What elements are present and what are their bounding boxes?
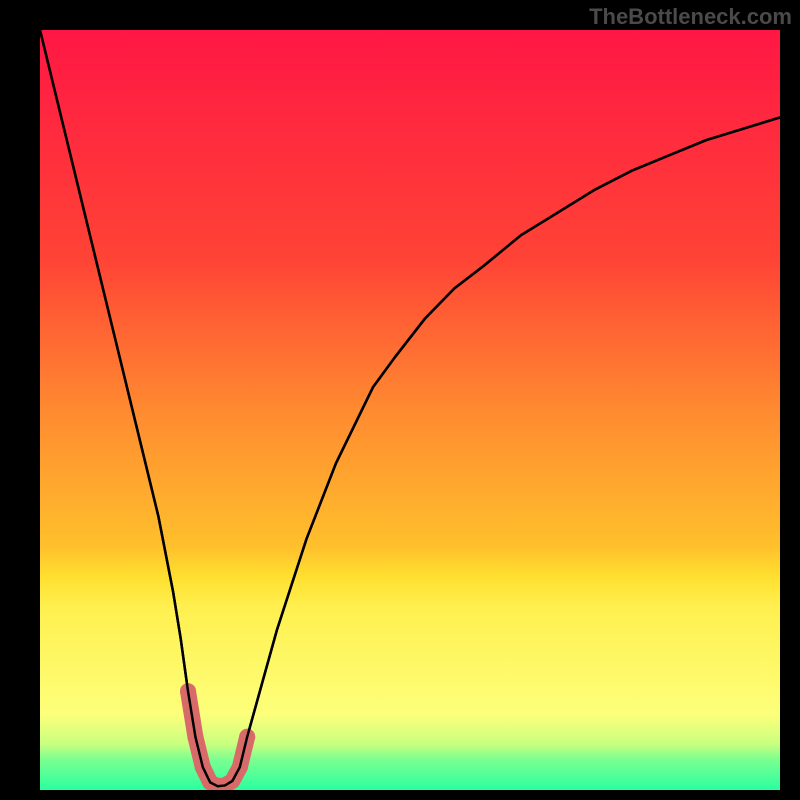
chart-plot-area	[40, 30, 780, 790]
chart-curve	[40, 30, 780, 790]
curve-path	[40, 30, 780, 786]
curve-path	[40, 30, 780, 786]
watermark-text: TheBottleneck.com	[589, 4, 792, 30]
